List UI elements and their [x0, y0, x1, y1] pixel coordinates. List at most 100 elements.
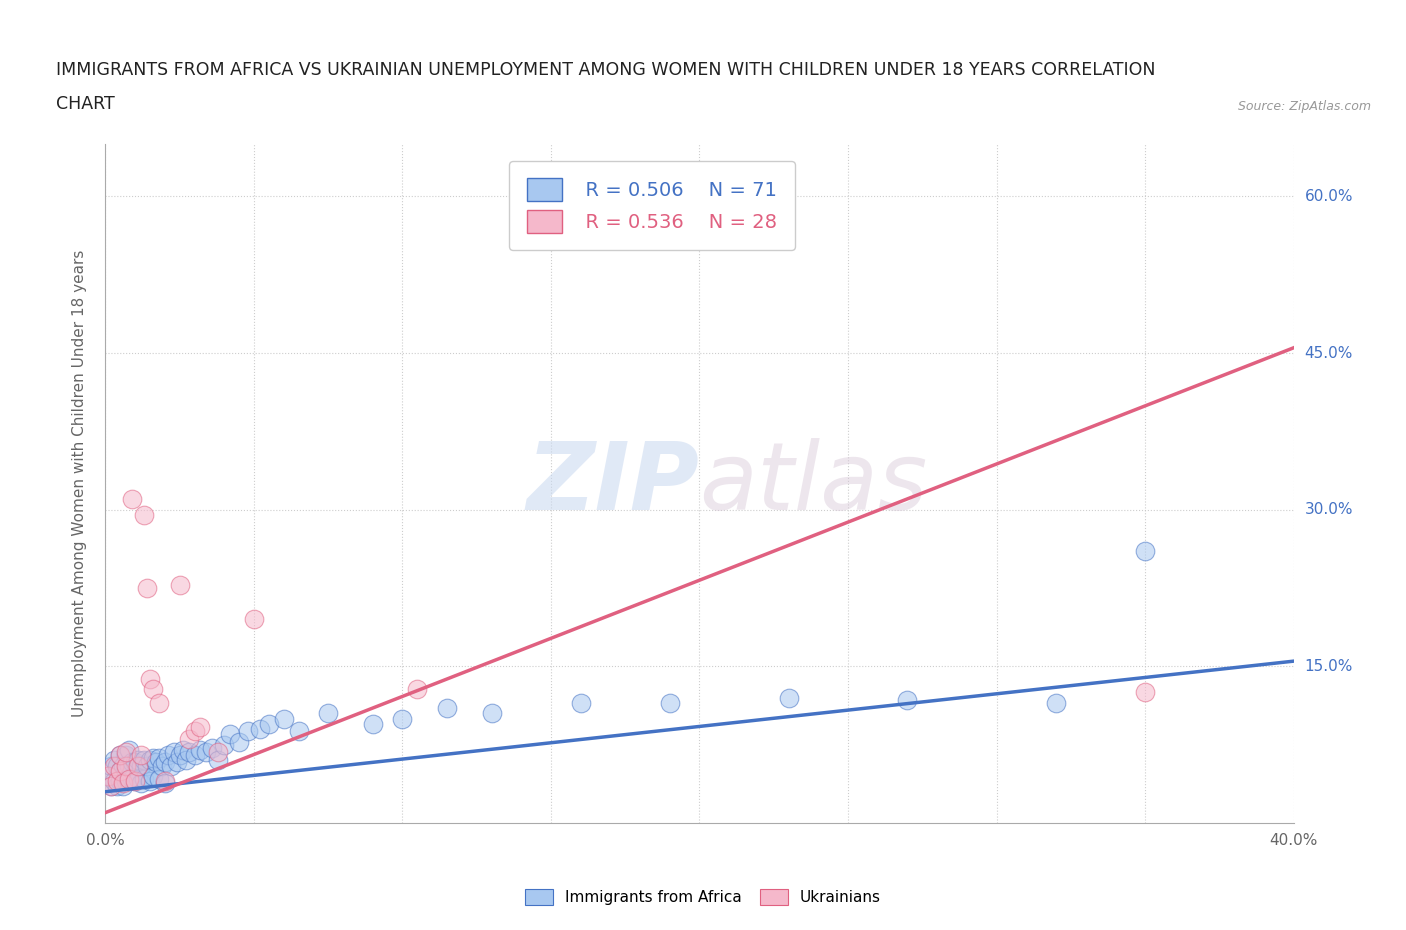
- Text: IMMIGRANTS FROM AFRICA VS UKRAINIAN UNEMPLOYMENT AMONG WOMEN WITH CHILDREN UNDER: IMMIGRANTS FROM AFRICA VS UKRAINIAN UNEM…: [56, 61, 1156, 79]
- Point: [150, 758, 173, 773]
- Point: [110, 748, 132, 763]
- Point: [228, 734, 250, 749]
- Point: [169, 748, 191, 763]
- Point: [105, 758, 128, 773]
- Point: [121, 492, 143, 507]
- Point: [190, 720, 212, 735]
- Point: [219, 727, 242, 742]
- Point: [207, 753, 229, 768]
- Text: 30.0%: 30.0%: [1305, 502, 1353, 517]
- Point: [112, 779, 135, 794]
- Point: [658, 696, 681, 711]
- Point: [127, 758, 149, 773]
- Point: [174, 753, 197, 768]
- Point: [115, 774, 138, 789]
- Point: [148, 696, 170, 711]
- Point: [129, 758, 152, 773]
- Point: [110, 748, 132, 763]
- Point: [214, 737, 236, 752]
- Point: [201, 740, 224, 755]
- Point: [124, 774, 146, 789]
- Point: [896, 692, 918, 707]
- Point: [156, 748, 179, 763]
- Point: [115, 745, 138, 760]
- Point: [142, 682, 165, 697]
- Point: [142, 768, 165, 783]
- Point: [236, 724, 259, 738]
- Point: [316, 706, 339, 721]
- Point: [190, 742, 212, 757]
- Point: [177, 745, 200, 760]
- Point: [105, 774, 128, 789]
- Point: [148, 772, 170, 787]
- Point: [183, 748, 205, 763]
- Point: [115, 758, 138, 773]
- Point: [166, 755, 188, 770]
- Point: [172, 742, 194, 757]
- Point: [118, 772, 141, 787]
- Text: 60.0%: 60.0%: [1305, 189, 1353, 204]
- Point: [103, 774, 125, 789]
- Point: [110, 764, 132, 778]
- Point: [112, 758, 135, 773]
- Point: [257, 716, 280, 731]
- Point: [195, 745, 218, 760]
- Point: [169, 578, 191, 592]
- Text: 45.0%: 45.0%: [1305, 346, 1353, 361]
- Point: [1045, 696, 1067, 711]
- Point: [391, 711, 413, 726]
- Text: Source: ZipAtlas.com: Source: ZipAtlas.com: [1237, 100, 1371, 113]
- Point: [118, 742, 141, 757]
- Point: [129, 748, 152, 763]
- Point: [139, 671, 162, 686]
- Point: [100, 758, 122, 773]
- Point: [249, 722, 271, 737]
- Point: [110, 764, 132, 778]
- Point: [100, 779, 122, 794]
- Point: [139, 753, 162, 768]
- Point: [153, 776, 176, 790]
- Point: [115, 748, 138, 763]
- Point: [118, 758, 141, 773]
- Point: [153, 755, 176, 770]
- Point: [112, 776, 135, 790]
- Point: [139, 774, 162, 789]
- Point: [406, 682, 429, 697]
- Point: [153, 774, 176, 789]
- Point: [159, 758, 181, 773]
- Point: [127, 753, 149, 768]
- Point: [481, 706, 503, 721]
- Point: [163, 745, 186, 760]
- Point: [243, 612, 266, 627]
- Point: [136, 758, 159, 773]
- Point: [1133, 544, 1156, 559]
- Point: [118, 774, 141, 789]
- Point: [121, 772, 143, 787]
- Point: [207, 745, 229, 760]
- Point: [129, 776, 152, 790]
- Point: [97, 768, 120, 783]
- Point: [124, 774, 146, 789]
- Point: [148, 751, 170, 765]
- Point: [97, 768, 120, 783]
- Point: [177, 732, 200, 747]
- Point: [100, 779, 122, 794]
- Legend: Immigrants from Africa, Ukrainians: Immigrants from Africa, Ukrainians: [519, 883, 887, 911]
- Point: [569, 696, 592, 711]
- Point: [121, 755, 143, 770]
- Point: [110, 774, 132, 789]
- Text: ZIP: ZIP: [527, 438, 700, 529]
- Text: 15.0%: 15.0%: [1305, 658, 1353, 674]
- Point: [436, 700, 458, 715]
- Point: [361, 716, 384, 731]
- Point: [778, 690, 800, 705]
- Point: [142, 751, 165, 765]
- Legend:   R = 0.506    N = 71,   R = 0.536    N = 28: R = 0.506 N = 71, R = 0.536 N = 28: [509, 161, 794, 250]
- Point: [287, 724, 309, 738]
- Point: [132, 753, 155, 768]
- Point: [183, 724, 205, 738]
- Point: [124, 755, 146, 770]
- Point: [136, 580, 159, 595]
- Point: [1133, 685, 1156, 700]
- Text: CHART: CHART: [56, 96, 115, 113]
